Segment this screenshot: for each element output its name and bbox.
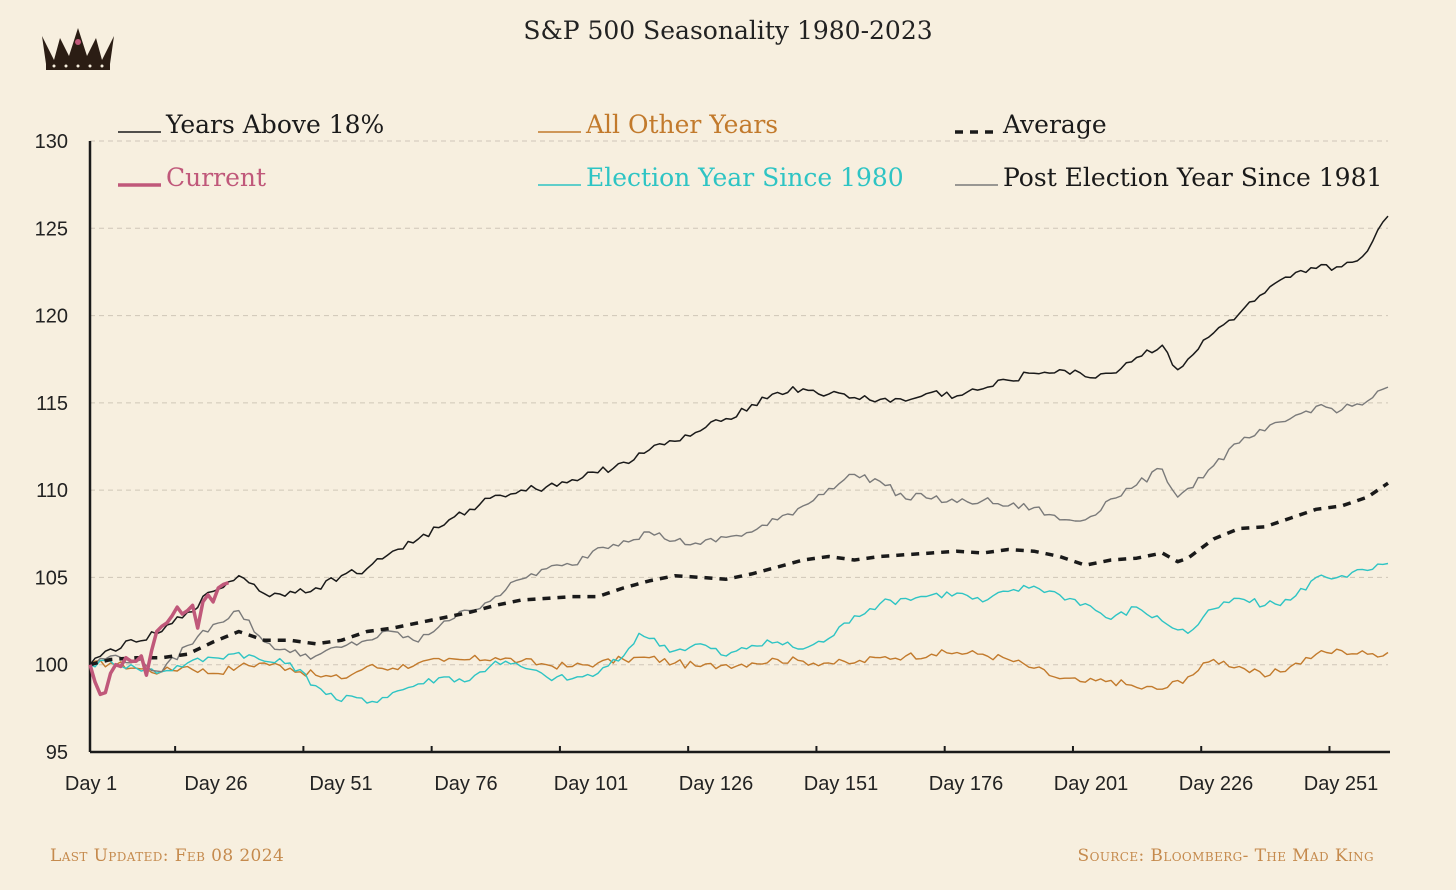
x-tick-label: Day 151 — [804, 773, 879, 795]
y-tick-label: 95 — [46, 742, 68, 764]
series-line-post-election — [89, 386, 1389, 673]
y-tick-label: 110 — [36, 480, 68, 502]
last-updated-note: Last Updated: Feb 08 2024 — [50, 846, 285, 866]
source-note: Source: Bloomberg- The Mad King — [1077, 846, 1374, 866]
axes: 95 100 105 110 115 120 125 130 Day 1 Day 26 Day 51… — [35, 131, 1390, 795]
series-line-current — [88, 581, 230, 697]
y-tick-label: 125 — [35, 218, 68, 240]
legend-label: All Other Years — [585, 110, 778, 139]
y-tick-label: 105 — [35, 567, 68, 589]
series-lines — [88, 215, 1389, 704]
x-tick-label: Day 251 — [1304, 773, 1379, 795]
legend-label: Post Election Year Since 1981 — [1003, 163, 1382, 192]
y-tick-label: 120 — [35, 306, 68, 328]
legend-label: Years Above 18% — [165, 110, 384, 139]
series-line-election — [89, 562, 1389, 704]
series-line-years-above — [89, 215, 1389, 666]
y-tick-label: 130 — [35, 131, 68, 153]
legend-label: Average — [1002, 110, 1107, 139]
legend-label: Current — [166, 163, 266, 192]
y-tick-label: 100 — [35, 655, 68, 677]
x-tick-label: Day 126 — [679, 773, 754, 795]
x-tick-label: Day 201 — [1054, 773, 1129, 795]
series-line-average — [89, 481, 1389, 667]
x-tick-label: Day 176 — [929, 773, 1004, 795]
x-tick-label: Day 26 — [184, 773, 247, 795]
legend: Years Above 18% All Other Years Average Cur… — [118, 110, 1382, 192]
crown-icon — [42, 28, 114, 70]
x-tick-label: Day 1 — [65, 773, 117, 795]
series-line-other — [89, 648, 1389, 690]
chart-title: S&P 500 Seasonality 1980-2023 — [523, 16, 933, 45]
x-tick-label: Day 51 — [309, 773, 372, 795]
y-tick-label: 115 — [36, 393, 68, 415]
x-tick-label: Day 101 — [554, 773, 629, 795]
x-tick-label: Day 226 — [1179, 773, 1254, 795]
x-tick-label: Day 76 — [434, 773, 497, 795]
legend-label: Election Year Since 1980 — [586, 163, 904, 192]
grid-lines — [90, 140, 1388, 666]
